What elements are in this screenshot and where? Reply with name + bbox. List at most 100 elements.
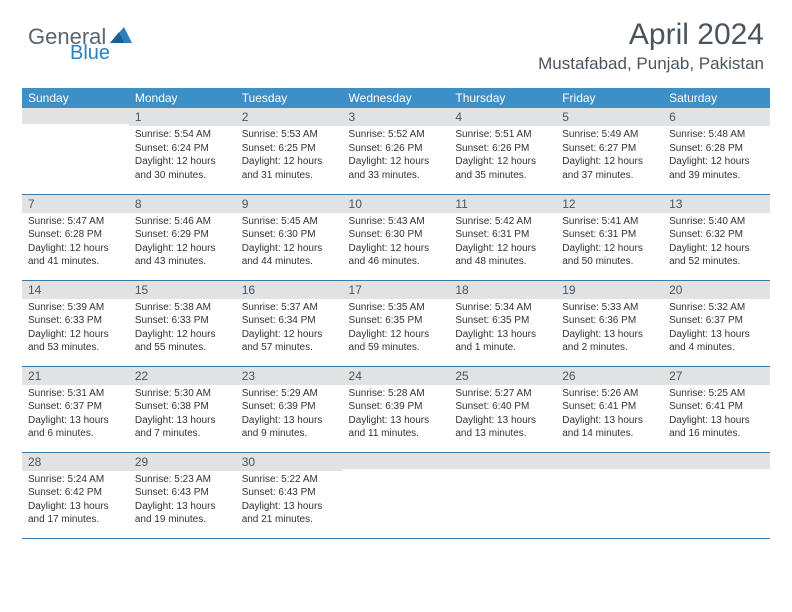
day-details: Sunrise: 5:49 AMSunset: 6:27 PMDaylight:… (556, 126, 663, 186)
day-number: 24 (343, 367, 450, 385)
day-detail-line: Daylight: 12 hours (135, 242, 230, 256)
calendar-day-cell: 13Sunrise: 5:40 AMSunset: 6:32 PMDayligh… (663, 194, 770, 280)
day-detail-line: Daylight: 12 hours (349, 155, 444, 169)
calendar-day-cell: 18Sunrise: 5:34 AMSunset: 6:35 PMDayligh… (449, 280, 556, 366)
day-detail-line: Sunrise: 5:52 AM (349, 128, 444, 142)
weekday-header: Monday (129, 88, 236, 108)
calendar-day-cell: 17 Sunrise: 5:35 AMSunset: 6:35 PMDayligh… (343, 280, 450, 366)
day-details: Sunrise: 5:34 AMSunset: 6:35 PMDaylight:… (449, 299, 556, 359)
calendar-week-row: 7Sunrise: 5:47 AMSunset: 6:28 PMDaylight… (22, 194, 770, 280)
day-detail-line: Sunset: 6:26 PM (455, 142, 550, 156)
day-detail-line: and 11 minutes. (349, 427, 444, 441)
day-detail-line: Sunset: 6:33 PM (28, 314, 123, 328)
day-detail-line: Sunset: 6:43 PM (242, 486, 337, 500)
day-detail-line: and 53 minutes. (28, 341, 123, 355)
day-detail-line: Sunrise: 5:34 AM (455, 301, 550, 315)
day-detail-line: Daylight: 13 hours (135, 500, 230, 514)
day-number: 17 (343, 281, 450, 299)
calendar-empty-cell (22, 108, 129, 194)
day-detail-line: Sunrise: 5:42 AM (455, 215, 550, 229)
day-number: 22 (129, 367, 236, 385)
weekday-header: Sunday (22, 88, 129, 108)
day-detail-line: Daylight: 13 hours (455, 328, 550, 342)
day-number: 18 (449, 281, 556, 299)
day-details: Sunrise: 5:26 AMSunset: 6:41 PMDaylight:… (556, 385, 663, 445)
calendar-day-cell: 19Sunrise: 5:33 AMSunset: 6:36 PMDayligh… (556, 280, 663, 366)
day-detail-line: and 1 minute. (455, 341, 550, 355)
month-title: April 2024 (538, 18, 764, 52)
day-detail-line: Daylight: 13 hours (562, 414, 657, 428)
day-detail-line: Sunset: 6:39 PM (349, 400, 444, 414)
calendar-day-cell: 23Sunrise: 5:29 AMSunset: 6:39 PMDayligh… (236, 366, 343, 452)
day-detail-line: Sunset: 6:39 PM (242, 400, 337, 414)
day-detail-line: Daylight: 13 hours (349, 414, 444, 428)
day-detail-line: Daylight: 12 hours (669, 242, 764, 256)
day-detail-line: Daylight: 12 hours (562, 242, 657, 256)
day-detail-line: Daylight: 12 hours (455, 242, 550, 256)
weekday-header: Wednesday (343, 88, 450, 108)
day-detail-line: Daylight: 13 hours (455, 414, 550, 428)
day-detail-line: Sunset: 6:31 PM (562, 228, 657, 242)
day-detail-line: Sunrise: 5:37 AM (242, 301, 337, 315)
day-number: 25 (449, 367, 556, 385)
day-number: 23 (236, 367, 343, 385)
calendar-day-cell: 29Sunrise: 5:23 AMSunset: 6:43 PMDayligh… (129, 452, 236, 538)
day-details: Sunrise: 5:47 AMSunset: 6:28 PMDaylight:… (22, 213, 129, 273)
calendar-day-cell: 15Sunrise: 5:38 AMSunset: 6:33 PMDayligh… (129, 280, 236, 366)
day-detail-line: and 59 minutes. (349, 341, 444, 355)
day-detail-line: Sunrise: 5:35 AM (349, 301, 444, 315)
day-details: Sunrise: 5:27 AMSunset: 6:40 PMDaylight:… (449, 385, 556, 445)
day-details: Sunrise: 5:54 AMSunset: 6:24 PMDaylight:… (129, 126, 236, 186)
day-detail-line: and 6 minutes. (28, 427, 123, 441)
day-number: 29 (129, 453, 236, 471)
day-detail-line: Sunset: 6:37 PM (28, 400, 123, 414)
day-detail-line: Sunset: 6:41 PM (562, 400, 657, 414)
day-number: 4 (449, 108, 556, 126)
day-detail-line: and 52 minutes. (669, 255, 764, 269)
day-detail-line: and 9 minutes. (242, 427, 337, 441)
day-detail-line: Sunrise: 5:23 AM (135, 473, 230, 487)
day-details: Sunrise: 5:48 AMSunset: 6:28 PMDaylight:… (663, 126, 770, 186)
day-details: Sunrise: 5:43 AMSunset: 6:30 PMDaylight:… (343, 213, 450, 273)
day-detail-line: Daylight: 13 hours (135, 414, 230, 428)
day-detail-line: and 57 minutes. (242, 341, 337, 355)
calendar-day-cell: 25Sunrise: 5:27 AMSunset: 6:40 PMDayligh… (449, 366, 556, 452)
day-detail-line: Sunrise: 5:24 AM (28, 473, 123, 487)
day-number: 7 (22, 195, 129, 213)
day-detail-line: Sunrise: 5:29 AM (242, 387, 337, 401)
day-details (343, 469, 450, 475)
calendar-day-cell: 12Sunrise: 5:41 AMSunset: 6:31 PMDayligh… (556, 194, 663, 280)
day-detail-line: Daylight: 13 hours (242, 500, 337, 514)
calendar-day-cell: 8Sunrise: 5:46 AMSunset: 6:29 PMDaylight… (129, 194, 236, 280)
calendar-day-cell: 22Sunrise: 5:30 AMSunset: 6:38 PMDayligh… (129, 366, 236, 452)
calendar-day-cell: 1Sunrise: 5:54 AMSunset: 6:24 PMDaylight… (129, 108, 236, 194)
day-detail-line: Sunset: 6:27 PM (562, 142, 657, 156)
day-detail-line: Sunset: 6:35 PM (349, 314, 444, 328)
day-number (343, 453, 450, 469)
day-number: 28 (22, 453, 129, 471)
day-details: Sunrise: 5:28 AMSunset: 6:39 PMDaylight:… (343, 385, 450, 445)
day-detail-line: and 4 minutes. (669, 341, 764, 355)
day-detail-line: Sunset: 6:24 PM (135, 142, 230, 156)
brand-part2: Blue (70, 42, 110, 65)
calendar-header-row: SundayMondayTuesdayWednesdayThursdayFrid… (22, 88, 770, 108)
day-detail-line: Sunset: 6:29 PM (135, 228, 230, 242)
day-detail-line: and 33 minutes. (349, 169, 444, 183)
calendar-day-cell: 6Sunrise: 5:48 AMSunset: 6:28 PMDaylight… (663, 108, 770, 194)
calendar-day-cell: 10Sunrise: 5:43 AMSunset: 6:30 PMDayligh… (343, 194, 450, 280)
day-details: Sunrise: 5:42 AMSunset: 6:31 PMDaylight:… (449, 213, 556, 273)
calendar-day-cell: 30Sunrise: 5:22 AMSunset: 6:43 PMDayligh… (236, 452, 343, 538)
day-detail-line: Daylight: 12 hours (349, 328, 444, 342)
day-details (22, 124, 129, 130)
day-detail-line: Daylight: 13 hours (28, 414, 123, 428)
header: General Blue April 2024 Mustafabad, Punj… (0, 0, 792, 80)
day-detail-line: and 48 minutes. (455, 255, 550, 269)
day-detail-line: and 41 minutes. (28, 255, 123, 269)
day-details: Sunrise: 5:23 AMSunset: 6:43 PMDaylight:… (129, 471, 236, 531)
day-detail-line: Sunset: 6:38 PM (135, 400, 230, 414)
day-detail-line: Sunrise: 5:25 AM (669, 387, 764, 401)
day-details: Sunrise: 5:24 AMSunset: 6:42 PMDaylight:… (22, 471, 129, 531)
day-details: Sunrise: 5:30 AMSunset: 6:38 PMDaylight:… (129, 385, 236, 445)
day-detail-line: and 55 minutes. (135, 341, 230, 355)
day-detail-line: Sunset: 6:36 PM (562, 314, 657, 328)
